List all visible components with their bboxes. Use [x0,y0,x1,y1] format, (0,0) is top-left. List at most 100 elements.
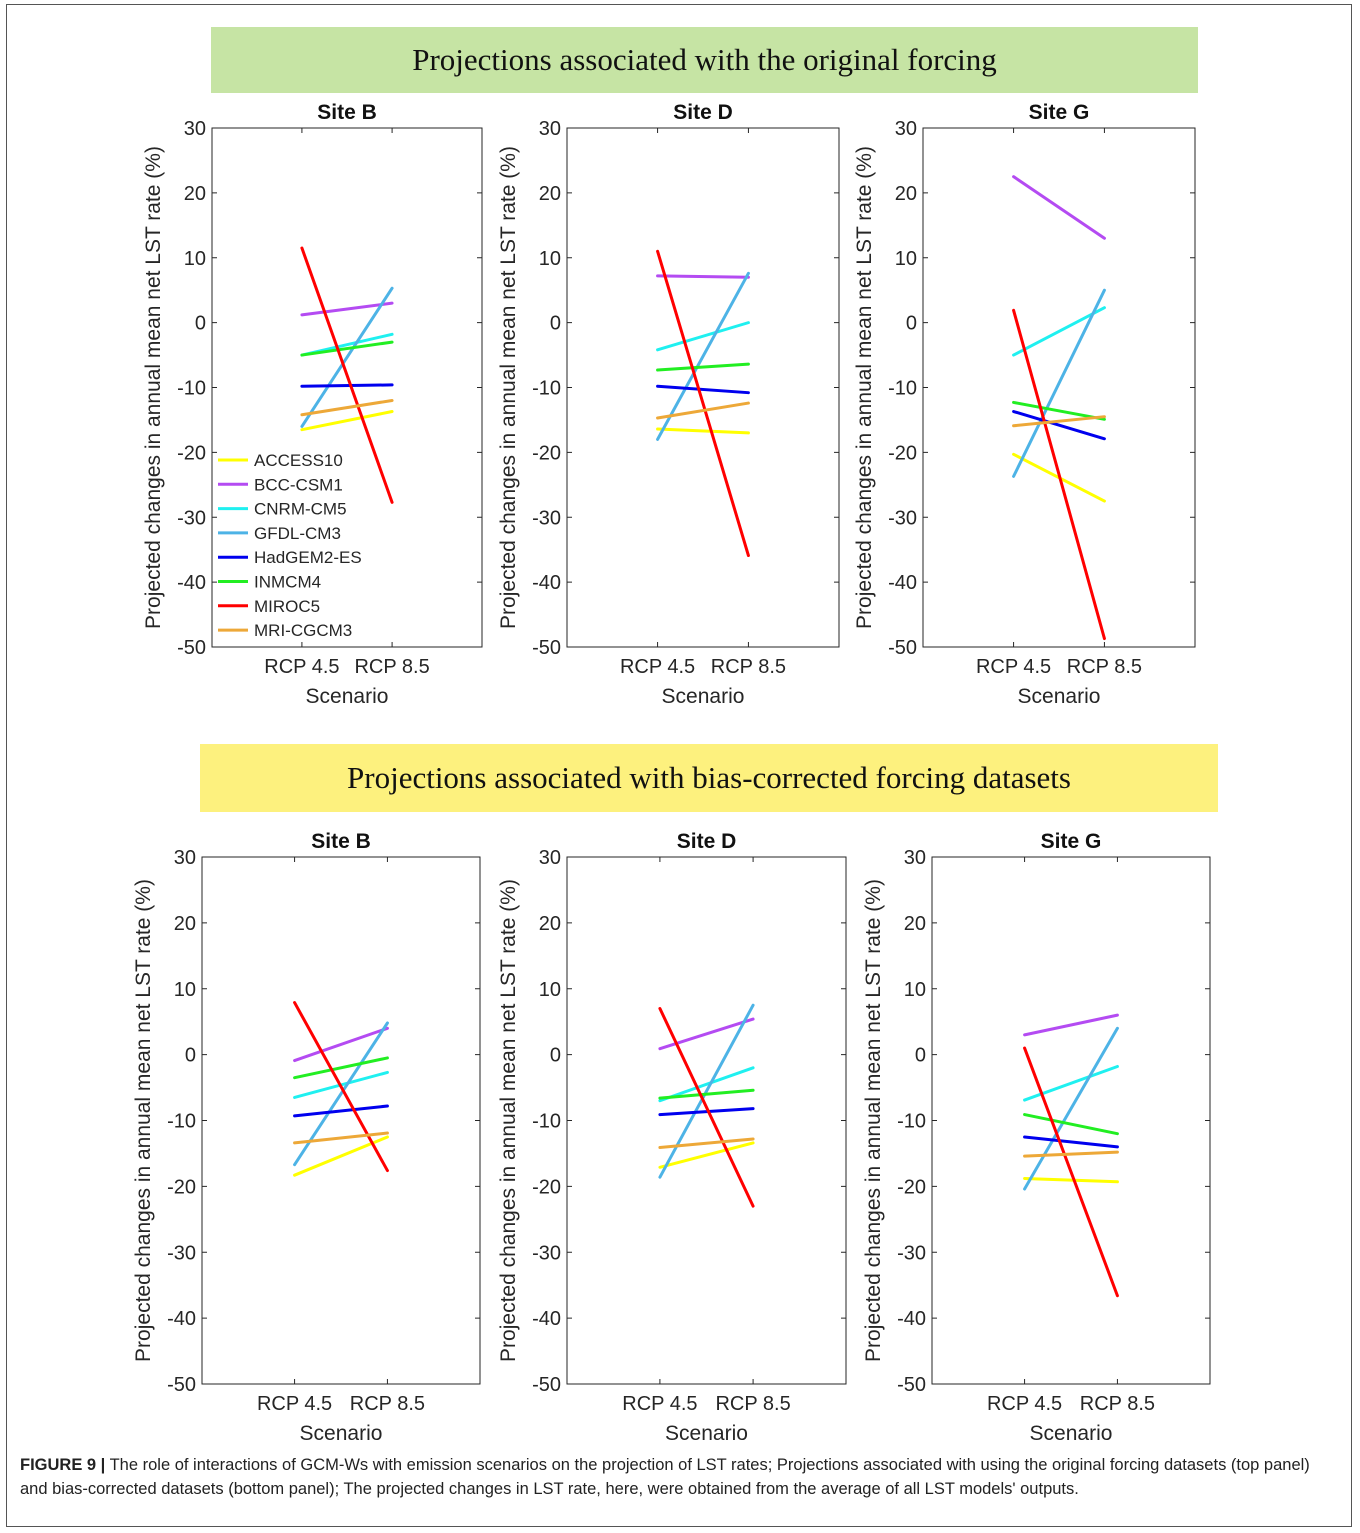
y-tick-label: 10 [174,979,196,1001]
x-tick-label: RCP 8.5 [1067,656,1142,678]
chart-original-site-g: 30 20 10 0 -10 -20 -30 -40 -50 RCP 4.5 RCP 8.5 Site… [853,101,1196,708]
series-line-mri-cgcm3 [1012,415,1106,428]
chart-title: Site D [677,830,737,853]
x-axis-label: Scenario [665,1422,748,1445]
y-tick-label: 20 [539,183,561,205]
y-tick-label: -50 [888,637,917,659]
series-line-bcc-csm1 [656,274,750,279]
x-axis-label: Scenario [300,1422,383,1445]
caption-label: FIGURE 9 | [20,1456,106,1474]
y-tick-label: 20 [539,913,561,935]
y-tick-label: -40 [897,1308,926,1330]
x-tick-label: RCP 8.5 [354,656,429,678]
legend-label: INMCM4 [254,573,321,592]
legend-label: MRI-CGCM3 [254,621,352,640]
series-line-access10 [1023,1176,1119,1184]
y-tick-label: -20 [897,1176,926,1198]
figure-caption: FIGURE 9 | The role of interactions of G… [20,1453,1340,1501]
chart-original-site-b: 30 20 10 0 -10 -20 -30 -40 -50 RCP 4.5 RCP 8.5 Site… [142,101,483,708]
y-tick-label: 0 [906,313,917,335]
y-tick-label: -10 [167,1111,196,1133]
series-line-gfdl-cm3 [1023,1026,1119,1191]
y-axis-label: Projected changes in annual mean net LST… [862,879,885,1362]
series-line-bcc-csm1 [1023,1013,1119,1037]
chart-title: Site B [317,101,377,124]
series-line-gfdl-cm3 [656,271,750,441]
series-line-mri-cgcm3 [293,1131,389,1145]
y-tick-label: 10 [904,979,926,1001]
series-line-gfdl-cm3 [1012,288,1106,478]
x-tick-label: RCP 4.5 [976,656,1051,678]
y-tick-label: -40 [888,572,917,594]
plot-box [201,856,481,1385]
bottom-panel-banner: Projections associated with bias-correct… [200,744,1218,812]
series-line-hadgem2-es [1023,1135,1119,1149]
series-line-hadgem2-es [1012,410,1106,441]
chart-bias-corrected-site-g: 30 20 10 0 -10 -20 -30 -40 -50 RCP 4.5 RCP 8.5 Site… [862,830,1211,1445]
y-tick-label: 30 [539,847,561,869]
chart-bias-corrected-site-d: 30 20 10 0 -10 -20 -30 -40 -50 RCP 4.5 RCP 8.5 Site… [497,830,847,1445]
series-line-mri-cgcm3 [1023,1150,1119,1158]
y-axis-label: Projected changes in annual mean net LST… [853,146,876,629]
x-tick-label: RCP 4.5 [987,1393,1062,1415]
x-tick-label: RCP 4.5 [622,1393,697,1415]
y-tick-label: -10 [532,378,561,400]
chart-title: Site G [1041,830,1102,853]
x-tick-label: RCP 8.5 [715,1393,790,1415]
series-line-access10 [656,427,750,435]
series-line-mri-cgcm3 [656,401,750,420]
legend-label: GFDL-CM3 [254,524,341,543]
series-line-hadgem2-es [293,1104,389,1118]
x-axis-label: Scenario [306,685,389,708]
chart-bias-corrected-site-b: 30 20 10 0 -10 -20 -30 -40 -50 RCP 4.5 RCP 8.5 Site… [132,830,481,1445]
y-tick-label: 10 [895,248,917,270]
series-line-hadgem2-es [656,384,750,395]
series-line-gfdl-cm3 [658,1003,755,1179]
legend-label: HadGEM2-ES [254,548,362,567]
series-line-access10 [658,1141,755,1169]
y-axis-label: Projected changes in annual mean net LST… [497,879,520,1362]
y-tick-label: 20 [184,183,206,205]
y-tick-label: -20 [532,442,561,464]
plot-box [211,127,483,648]
plot-box [566,856,847,1385]
y-axis-label: Projected changes in annual mean net LST… [497,146,520,629]
x-tick-label: RCP 4.5 [264,656,339,678]
series-line-miroc5 [300,246,394,504]
series-line-cnrm-cm5 [1012,306,1106,357]
chart-title: Site B [311,830,371,853]
y-tick-label: 20 [904,913,926,935]
y-tick-label: 10 [539,248,561,270]
series-line-miroc5 [658,1007,755,1208]
y-tick-label: -50 [897,1374,926,1396]
series-line-mri-cgcm3 [658,1137,755,1150]
series-line-miroc5 [656,249,750,558]
x-tick-label: RCP 8.5 [711,656,786,678]
y-tick-label: 30 [174,847,196,869]
y-tick-label: -10 [177,378,206,400]
y-tick-label: 0 [550,1045,561,1067]
x-axis-label: Scenario [662,685,745,708]
series-line-cnrm-cm5 [1023,1064,1119,1102]
y-tick-label: 0 [185,1045,196,1067]
series-line-access10 [300,410,394,432]
series-line-inmcm4 [300,340,394,357]
y-tick-label: -50 [177,637,206,659]
series-line-gfdl-cm3 [300,286,394,428]
y-tick-label: 10 [184,248,206,270]
chart-title: Site D [673,101,733,124]
y-axis-label: Projected changes in annual mean net LST… [132,879,155,1362]
y-tick-label: -10 [897,1111,926,1133]
x-tick-label: RCP 8.5 [1080,1393,1155,1415]
y-tick-label: -10 [888,378,917,400]
series-line-bcc-csm1 [293,1026,389,1063]
top-panel-banner-text: Projections associated with the original… [412,42,997,77]
legend-label: CNRM-CM5 [254,500,347,519]
y-tick-label: -30 [888,507,917,529]
series-line-hadgem2-es [300,383,394,388]
y-tick-label: -30 [897,1242,926,1264]
legend-label: MIROC5 [254,597,320,616]
caption-text: The role of interactions of GCM-Ws with … [20,1456,1310,1498]
x-tick-label: RCP 4.5 [620,656,695,678]
y-tick-label: -40 [177,572,206,594]
